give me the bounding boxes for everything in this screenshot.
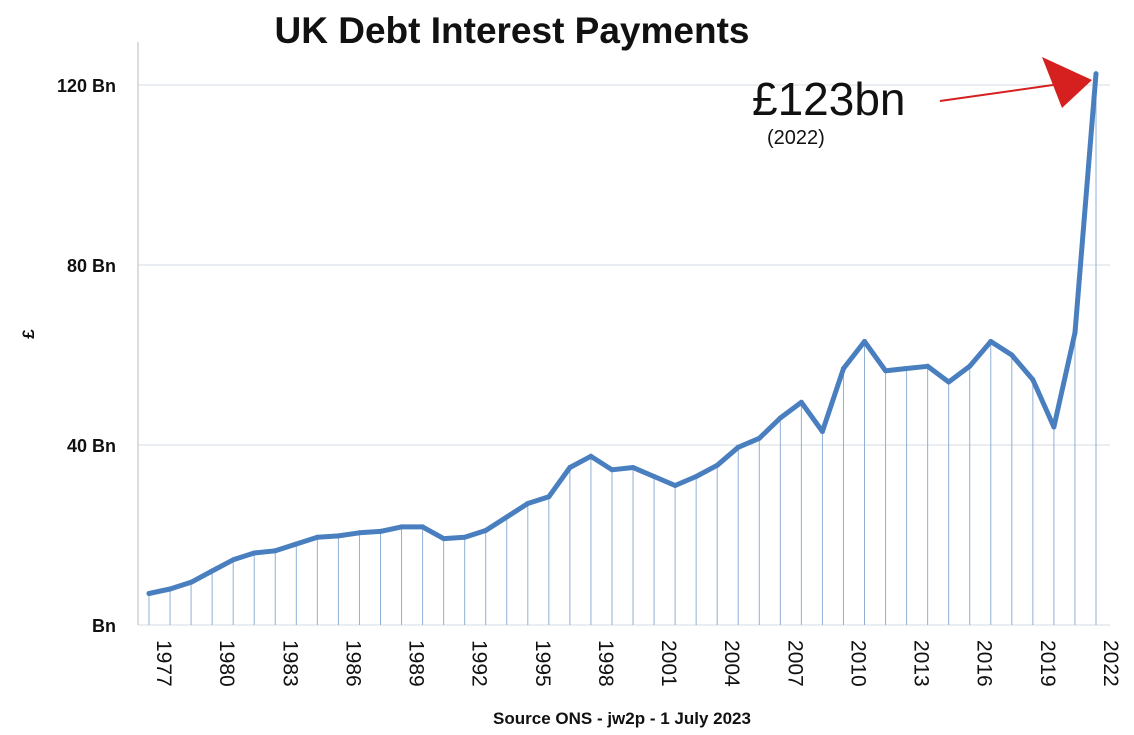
data-point [883,368,889,374]
x-tick-label: 2019 [1036,640,1059,687]
x-tick-label: 1986 [341,640,364,687]
data-point [609,467,615,473]
annotation-arrow-head [1042,57,1092,108]
data-point [1009,352,1015,358]
data-point [946,379,952,385]
gridlines [138,84,1110,626]
data-point [314,534,320,540]
data-point [377,528,383,534]
data-point [525,501,531,506]
data-point [399,524,405,530]
data-point [630,465,636,470]
data-point [441,536,447,542]
data-point [567,465,573,470]
data-point [672,483,678,488]
data-point [420,524,426,530]
data-point [546,494,552,500]
data-point [1093,71,1099,77]
annotation-arrow [939,83,1061,102]
data-point [293,541,299,547]
data-point [819,429,825,434]
y-tick-label: 80 Bn [67,256,116,276]
data-point [777,415,783,421]
data-point [693,474,699,479]
y-tick-label: 40 Bn [67,436,116,456]
x-tick-label: 1977 [152,640,175,687]
x-tick-label: 2013 [910,640,933,687]
data-point [588,453,594,459]
data-point [988,339,994,344]
data-point [735,444,741,450]
annotation-value: £123bn [752,73,906,125]
data-point [840,366,846,371]
data-point [504,514,510,520]
data-point [209,568,215,574]
x-tick-label: 1989 [405,640,428,687]
annotation-year: (2022) [767,127,825,149]
data-point [862,339,868,344]
x-tick-label: 2010 [846,640,869,687]
data-point [483,528,489,533]
data-point [1072,330,1078,335]
data-point [925,363,931,369]
data-point [462,534,468,540]
chart-title: UK Debt Interest Payments [275,10,750,51]
data-point [967,363,973,369]
series-line [146,71,1099,596]
x-tick-label: 2016 [973,640,996,687]
x-tick-label: 2001 [657,640,680,687]
data-point [272,548,278,554]
x-tick-label: 1992 [468,640,491,687]
y-tick-labels: Bn 40 Bn 80 Bn 120 Bn [57,76,116,636]
data-point [167,586,173,592]
x-axis-label: Source ONS - jw2p - 1 July 2023 [493,709,751,728]
data-point [904,366,910,371]
drop-lines [148,73,1097,625]
y-tick-label: 120 Bn [57,76,116,96]
data-point [1030,377,1036,383]
x-tick-label: 2022 [1099,640,1122,687]
data-point [714,462,720,468]
x-tick-label: 2004 [720,640,743,687]
data-point [251,550,257,556]
data-point [798,399,804,405]
x-tick-label: 1995 [531,640,554,687]
x-tick-label: 1998 [594,640,617,687]
data-point [756,435,762,441]
data-point [1051,424,1057,430]
data-point [188,579,194,585]
x-tick-label: 2007 [783,640,806,687]
data-point [356,530,362,536]
x-tick-label: 1983 [278,640,301,687]
y-axis-label: £ [19,329,38,339]
x-tick-label: 1980 [215,640,238,687]
data-point [146,591,152,596]
data-point [230,557,236,563]
x-tick-labels: 1977 1980 1983 1986 1989 1992 1995 1998 2001 2004… [152,640,1122,687]
data-point [335,533,341,539]
data-points [146,71,1099,596]
data-point [651,474,657,479]
y-tick-label: Bn [92,616,116,636]
